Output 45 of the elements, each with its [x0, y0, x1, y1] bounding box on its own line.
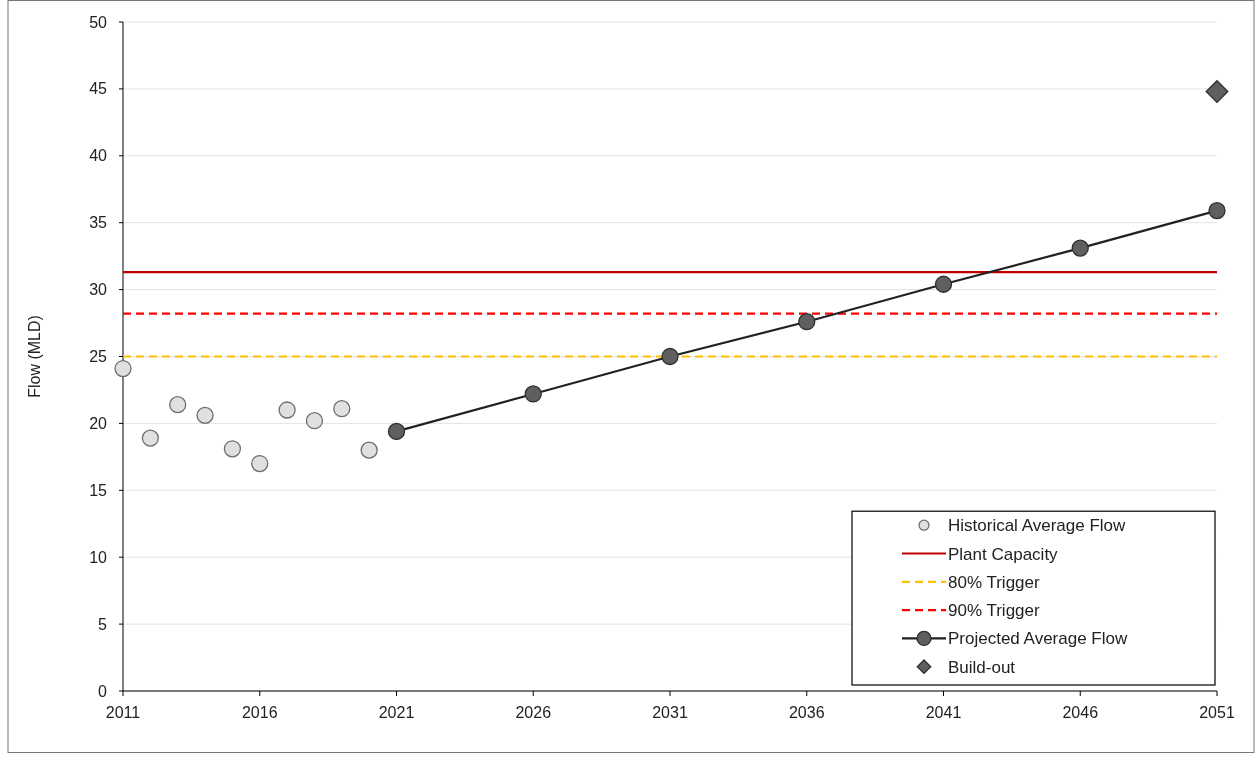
x-tick-label: 2046 — [1062, 704, 1099, 721]
y-tick-label: 50 — [89, 13, 108, 31]
legend-label: Historical Average Flow — [948, 516, 1127, 536]
point — [305, 412, 324, 430]
x-tick-label: 2051 — [1199, 704, 1235, 721]
point — [251, 454, 269, 473]
legend-label: Plant Capacity — [948, 544, 1059, 564]
point — [333, 400, 351, 418]
y-axis-title: Flow (MLD) — [26, 315, 43, 398]
y-tick-label: 15 — [89, 481, 108, 499]
point — [661, 347, 679, 366]
point — [169, 396, 187, 414]
point — [387, 422, 406, 441]
point — [934, 275, 953, 293]
x-tick-label: 2036 — [788, 704, 825, 721]
x-tick-label: 2016 — [241, 704, 278, 721]
x-tick-label: 2041 — [925, 704, 962, 721]
x-tick-label: 2021 — [378, 704, 415, 721]
point — [278, 401, 296, 419]
point — [798, 313, 816, 331]
y-tick-label: 20 — [89, 414, 108, 432]
point — [524, 385, 542, 403]
y-tick-label: 45 — [89, 80, 108, 98]
legend-label: Build-out — [948, 657, 1016, 677]
x-tick-label: 2031 — [652, 704, 688, 721]
legend-label: 80% Trigger — [948, 572, 1040, 592]
point — [141, 429, 159, 447]
legend-label: Projected Average Flow — [948, 629, 1128, 649]
y-tick-label: 5 — [98, 615, 108, 633]
y-tick-label: 25 — [89, 348, 108, 365]
y-tick-label: 10 — [89, 548, 108, 566]
y-tick-label: 35 — [89, 214, 108, 232]
legend-label: 90% Trigger — [948, 601, 1040, 621]
x-tick-label: 2026 — [515, 704, 552, 721]
y-tick-label: 30 — [89, 281, 108, 299]
point — [1071, 239, 1089, 257]
point — [1208, 202, 1226, 220]
point — [223, 440, 242, 458]
point — [360, 441, 378, 459]
x-tick-label: 2011 — [105, 704, 141, 721]
point — [196, 406, 214, 425]
y-tick-label: 40 — [89, 147, 108, 165]
point — [1205, 80, 1229, 104]
point — [114, 359, 132, 378]
y-tick-label: 0 — [98, 682, 108, 700]
